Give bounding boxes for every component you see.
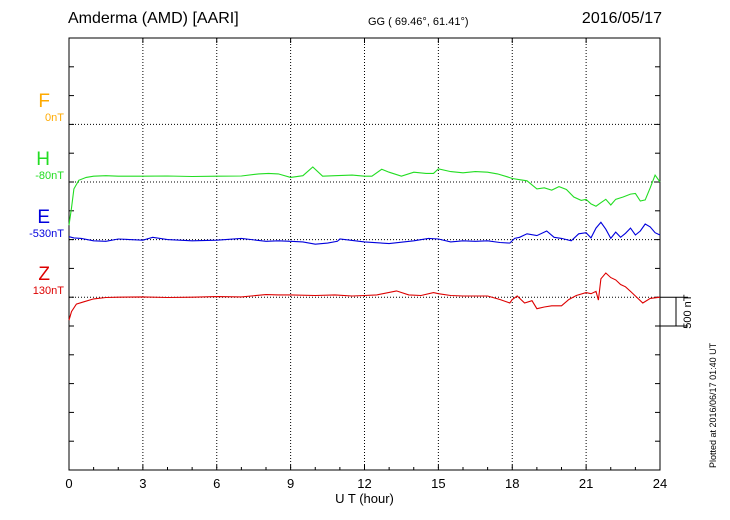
series-line-e [68, 221, 661, 245]
component-baseline-h: -80nT [35, 170, 64, 182]
x-tick-label: 15 [431, 476, 445, 491]
plotted-at-note: Plotted at 2016/06/17 01:40 UT [708, 342, 718, 468]
x-tick-label: 18 [505, 476, 519, 491]
series-line-z [68, 272, 661, 321]
geographic-coordinates: GG ( 69.46°, 61.41°) [368, 16, 469, 28]
component-letter-f: F [38, 91, 50, 113]
component-baseline-f: 0nT [45, 112, 64, 125]
component-label-f: F 0nT [4, 91, 64, 125]
x-tick-label: 24 [653, 476, 667, 491]
x-tick-label: 6 [213, 476, 220, 491]
x-tick-label: 3 [139, 476, 146, 491]
component-letter-z: Z [38, 264, 50, 286]
series-line-h [68, 166, 661, 226]
component-label-e: E -530nT [4, 206, 64, 240]
x-tick-label: 12 [357, 476, 371, 491]
component-letter-e: E [37, 206, 50, 228]
component-baseline-e: -530nT [29, 227, 64, 240]
component-label-h: H -80nT [4, 149, 64, 183]
plot-date: 2016/05/17 [581, 10, 662, 27]
scale-bar-label: 500 nT [682, 294, 694, 329]
component-label-z: Z 130nT [4, 264, 64, 298]
x-tick-label: 21 [579, 476, 593, 491]
x-axis-label: U T (hour) [335, 491, 394, 506]
x-tick-label: 9 [287, 476, 294, 491]
component-letter-h: H [36, 149, 50, 170]
station-title: Amderma (AMD) [AARI] [68, 10, 239, 27]
component-baseline-z: 130nT [32, 285, 64, 298]
x-tick-label: 0 [65, 476, 72, 491]
